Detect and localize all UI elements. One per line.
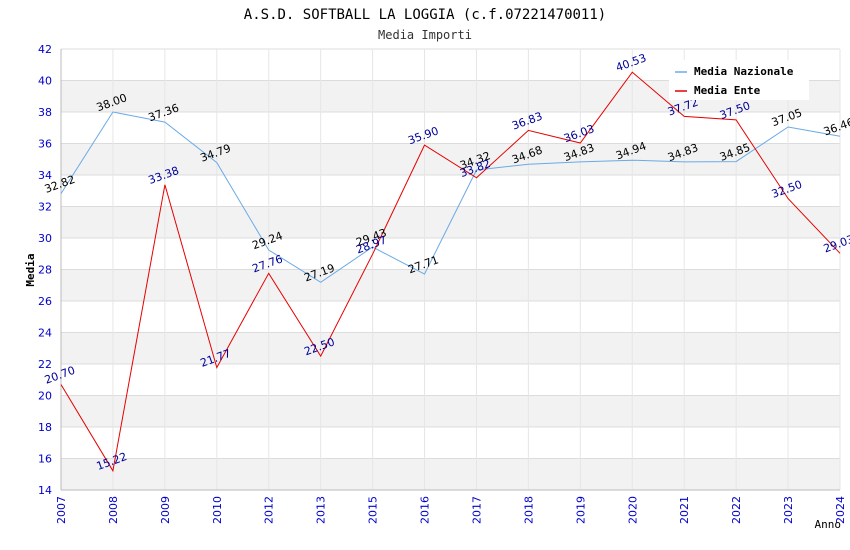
x-tick-label: 2015	[367, 496, 380, 524]
y-tick-label: 26	[38, 295, 52, 308]
y-tick-label: 42	[38, 43, 52, 56]
grid-band	[61, 458, 840, 490]
y-tick-label: 32	[38, 201, 52, 214]
y-tick-label: 22	[38, 358, 52, 371]
series-line-ente	[60, 71, 841, 473]
y-axis-label: Media	[24, 253, 37, 286]
x-tick-label: 2021	[678, 496, 691, 524]
x-tick-label: 2022	[730, 496, 743, 524]
y-tick-label: 28	[38, 264, 52, 277]
series-line-nazionale	[60, 111, 841, 283]
chart-subtitle: Media Importi	[378, 28, 472, 42]
y-tick-label: 38	[38, 106, 52, 119]
y-tick-label: 20	[38, 390, 52, 403]
y-tick-label: 36	[38, 138, 52, 151]
x-tick-label: 2020	[626, 496, 639, 524]
series-lines	[60, 71, 841, 473]
y-tick-label: 14	[38, 484, 52, 497]
data-label-ente: 36.83	[510, 110, 544, 133]
x-tick-label: 2010	[211, 496, 224, 524]
y-tick-label: 24	[38, 327, 52, 340]
y-tick-label: 40	[38, 75, 52, 88]
grid-band	[61, 395, 840, 427]
x-tick-label: 2013	[315, 496, 328, 524]
x-tick-label: 2023	[782, 496, 795, 524]
grid-band	[61, 332, 840, 364]
legend-box	[669, 60, 809, 100]
x-axis-label: Anno	[815, 518, 842, 531]
legend-label-nazionale: Media Nazionale	[694, 65, 794, 78]
x-tick-label: 2008	[107, 496, 120, 524]
grid-band	[61, 269, 840, 301]
chart-title: A.S.D. SOFTBALL LA LOGGIA (c.f.072214700…	[244, 7, 606, 23]
y-tick-label: 30	[38, 232, 52, 245]
grid-band	[61, 143, 840, 175]
x-tick-label: 2018	[522, 496, 535, 524]
y-tick-label: 16	[38, 453, 52, 466]
x-tick-label: 2019	[574, 496, 587, 524]
x-tick-label: 2012	[263, 496, 276, 524]
x-tick-label: 2007	[55, 496, 68, 524]
x-tick-label: 2016	[419, 496, 432, 524]
grid	[60, 48, 841, 491]
y-tick-label: 34	[38, 169, 52, 182]
x-tick-label: 2024	[834, 496, 847, 524]
y-tick-label: 18	[38, 421, 52, 434]
legend: Media Nazionale Media Ente	[669, 60, 809, 100]
x-tick-label: 2009	[159, 496, 172, 524]
data-label-ente: 40.53	[614, 51, 648, 74]
data-label-nazionale: 36.46	[822, 115, 850, 138]
legend-label-ente: Media Ente	[694, 84, 761, 97]
x-tick-label: 2017	[470, 496, 483, 524]
